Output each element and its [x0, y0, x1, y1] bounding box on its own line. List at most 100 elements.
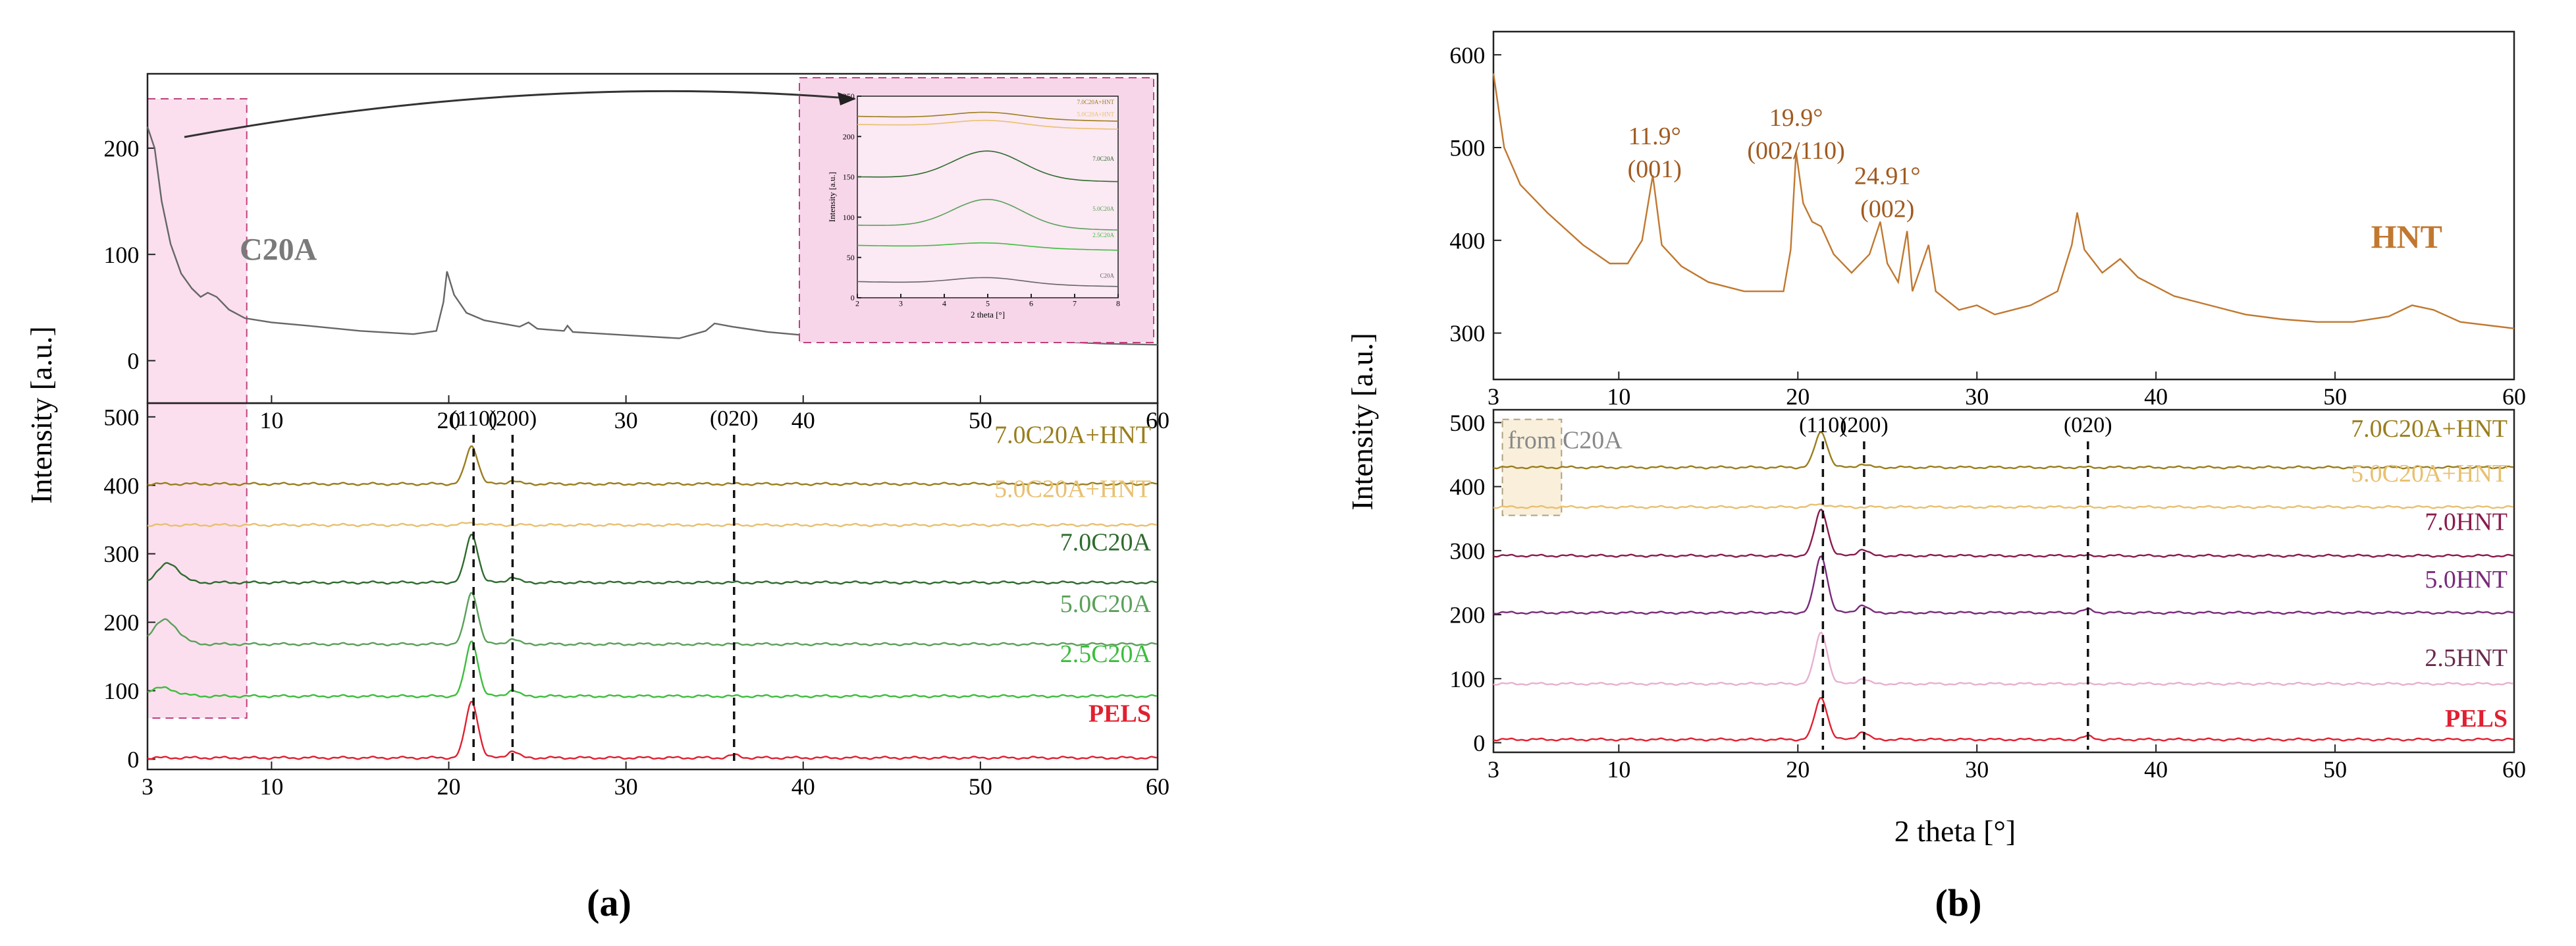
inset-series-line: [857, 119, 1119, 130]
y-tick-label: 400: [1449, 474, 1485, 500]
chart-a-bottom: 3 10 20 30 40 50 60 0 100 200 300 400 500 (110)(200) (…: [103, 402, 1169, 800]
y-tick-label: 300: [103, 541, 139, 567]
x-tick-label: 20: [437, 773, 461, 800]
panel-label-b: (b): [1935, 881, 1982, 924]
peak-marker-label: (020): [710, 406, 759, 431]
series-line: [147, 700, 1157, 760]
zoom-arrow: [184, 90, 856, 138]
x-tick-label: 40: [792, 407, 815, 433]
series-line: [1493, 509, 2513, 558]
peak-marker-label: (110): [1799, 413, 1846, 437]
x-tick-label: 3: [1488, 756, 1499, 783]
x-tick-label: 5: [986, 299, 990, 308]
series-label: 5.0C20A: [1060, 590, 1152, 618]
series-line: [1493, 431, 2513, 470]
x-tick-label: 4: [942, 299, 946, 308]
series-line: [1493, 555, 2513, 615]
x-tick-label: 2: [855, 299, 859, 308]
x-tick-label: 40: [2144, 383, 2168, 410]
x-tick-label: 30: [614, 773, 638, 800]
y-tick-label: 300: [1449, 320, 1485, 347]
y-tick-label: 200: [843, 132, 855, 141]
peak-index-label: (002/110): [1747, 137, 1844, 165]
inset-series-label: 5.0C20A: [1092, 206, 1114, 212]
series-label: PELS: [2445, 705, 2508, 733]
x-tick-label: 10: [1607, 756, 1630, 783]
x-tick-label: 50: [2323, 756, 2347, 783]
y-tick-label: 50: [847, 253, 855, 262]
series-label: 5.0C20A+HNT: [2351, 460, 2508, 487]
y-tick-label: 100: [103, 678, 139, 704]
y-tick-label: 150: [843, 173, 855, 182]
peak-angle-label: 19.9°: [1769, 104, 1823, 132]
x-tick-label: 60: [1146, 773, 1169, 800]
series-line: [147, 640, 1157, 699]
x-tick-label: 30: [614, 407, 638, 433]
x-tick-label: 6: [1029, 299, 1033, 308]
x-tick-label: 40: [792, 773, 815, 800]
y-tick-label: 500: [1449, 410, 1485, 436]
x-tick-label: 60: [2502, 383, 2526, 410]
x-tick-label: 3: [142, 773, 153, 800]
x-tick-label: 3: [899, 299, 903, 308]
annotation-label: HNT: [2371, 218, 2442, 255]
x-tick-label: 20: [1786, 383, 1810, 410]
series-line: [1493, 631, 2513, 686]
x-tick-label: 50: [969, 407, 992, 433]
y-tick-label: 500: [103, 404, 139, 430]
series-line: [1493, 503, 2513, 509]
x-tick-label: 7: [1073, 299, 1077, 308]
y-tick-label: 200: [103, 136, 139, 162]
plot-frame: [146, 402, 1159, 771]
inset-series-label: 5.0C20A+HNT: [1077, 111, 1115, 118]
x-tick-label: 30: [1965, 756, 1989, 783]
y-tick-label: 400: [1449, 227, 1485, 254]
series-label: PELS: [1088, 700, 1151, 727]
peak-marker-label: (200): [1840, 413, 1889, 437]
plot-frame: [1492, 30, 2515, 381]
peak-angle-label: 24.91°: [1854, 163, 1921, 190]
inset-y-axis-title: Intensity [a.u.]: [827, 172, 837, 222]
series-label: 7.0HNT: [2425, 509, 2508, 536]
highlight-region: [147, 403, 248, 719]
series-line: [147, 521, 1157, 528]
series-label: 5.0HNT: [2425, 566, 2508, 594]
x-tick-label: 50: [969, 773, 992, 800]
y-tick-label: 100: [103, 242, 139, 268]
series-line: [1493, 696, 2513, 742]
panel-label-a: (a): [587, 881, 631, 924]
series-label: 7.0C20A+HNT: [994, 421, 1151, 449]
inset-series-line: [857, 111, 1119, 122]
y-axis-title-a: Intensity [a.u.]: [24, 326, 58, 504]
highlight-label: from C20A: [1508, 427, 1623, 455]
series-line: [147, 592, 1157, 647]
y-tick-label: 300: [1449, 538, 1485, 564]
y-tick-label: 600: [1449, 42, 1485, 69]
x-tick-label: 20: [437, 407, 461, 433]
y-tick-label: 100: [1449, 666, 1485, 692]
chart-b-bottom: 3 10 20 30 40 50 60 0 100 200 300 400 500 (110)(200) (…: [1449, 408, 2526, 783]
x-tick-label: 20: [1786, 756, 1810, 783]
inset-series-line: [857, 150, 1119, 182]
inset-x-axis-title: 2 theta [°]: [971, 310, 1005, 320]
plot-frame: [1492, 408, 2515, 754]
inset-plot-bg: [857, 96, 1118, 298]
peak-index-label: (001): [1628, 155, 1682, 183]
x-tick-label: 40: [2144, 756, 2168, 783]
series-line: [147, 445, 1157, 486]
inset-series-line: [857, 198, 1119, 231]
x-axis-title-b: 2 theta [°]: [1894, 814, 2016, 848]
series-label: 2.5HNT: [2425, 644, 2508, 672]
x-tick-label: 60: [2502, 756, 2526, 783]
y-tick-label: 200: [103, 609, 139, 636]
peak-marker-label: (020): [2064, 413, 2112, 437]
inset-series-label: C20A: [1100, 272, 1114, 279]
inset-series-label: 7.0C20A+HNT: [1077, 99, 1115, 105]
inset-series-label: 2.5C20A: [1092, 232, 1114, 238]
y-tick-label: 500: [1449, 135, 1485, 161]
y-axis-title-b: Intensity [a.u.]: [1345, 333, 1379, 511]
peak-marker-label: (200): [489, 406, 537, 431]
y-tick-label: 400: [103, 472, 139, 499]
series-label: 5.0C20A+HNT: [994, 475, 1151, 503]
